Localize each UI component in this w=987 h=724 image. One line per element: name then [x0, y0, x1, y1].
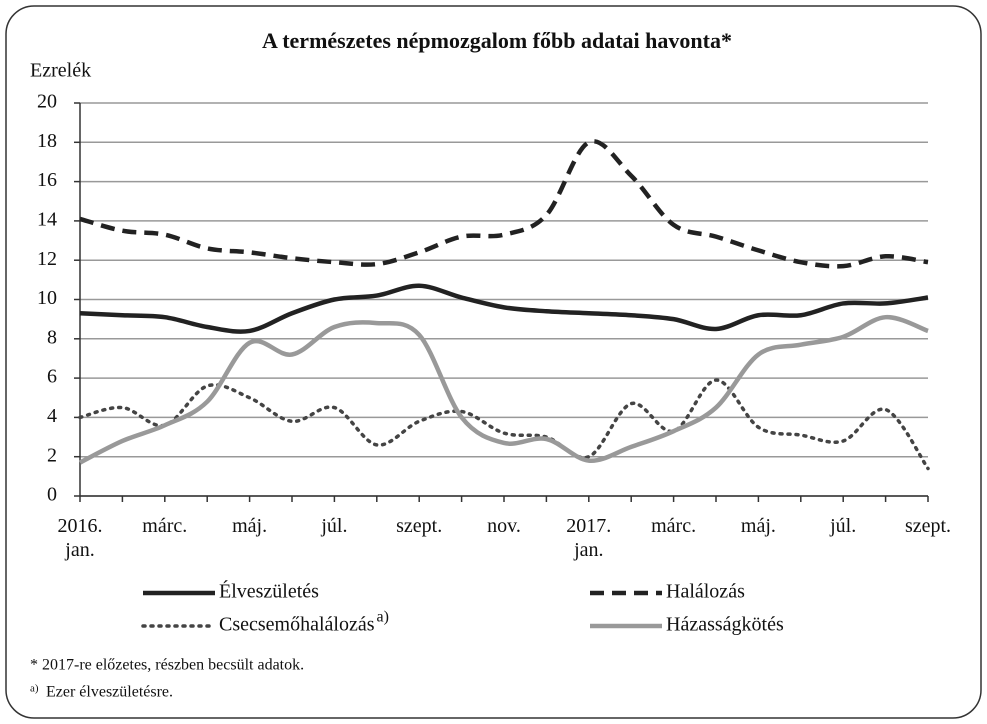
x-tick-label: szept. — [904, 515, 952, 537]
x-tick-label: máj. — [232, 515, 268, 537]
y-tick-label: 12 — [37, 248, 57, 270]
footnote-marker: a) — [30, 683, 39, 695]
x-tick-label: márc. — [651, 515, 697, 537]
y-tick-label: 20 — [37, 91, 57, 113]
footnote: * 2017-re előzetes, részben becsült adat… — [30, 657, 304, 674]
legend-label: Halálozás — [666, 581, 745, 603]
y-axis-label: Ezrelék — [30, 60, 91, 82]
y-tick-label: 14 — [37, 208, 57, 230]
legend-label: Házasságkötés — [666, 614, 784, 636]
y-tick-label: 16 — [37, 169, 57, 191]
x-tick-label: júl. — [321, 515, 348, 537]
y-tick-label: 6 — [47, 366, 57, 388]
x-tick-label: márc. — [142, 515, 188, 537]
y-tick-label: 18 — [37, 130, 57, 152]
y-tick-label: 8 — [47, 326, 57, 348]
y-tick-label: 0 — [47, 484, 57, 506]
x-tick-label: 2016. jan. — [57, 515, 103, 561]
series-line — [78, 314, 929, 465]
legend-label: Csecsemőhalálozás — [219, 614, 375, 636]
footnote: Ezer élveszületésre. — [46, 684, 173, 701]
legend-label: Élveszületés — [219, 580, 319, 603]
y-tick-label: 10 — [37, 287, 57, 309]
y-tick-label: 2 — [47, 444, 57, 466]
series-line — [79, 283, 929, 334]
series-line — [79, 139, 929, 269]
x-tick-label: nov. — [487, 515, 521, 537]
chart-title: A természetes népmozgalom főbb adatai ha… — [262, 28, 732, 53]
x-tick-label: 2017. jan. — [566, 515, 612, 561]
y-tick-label: 4 — [47, 405, 57, 427]
frame — [5, 5, 982, 719]
series-line — [78, 378, 930, 471]
x-tick-label: szept. — [396, 515, 443, 537]
legend-note: a) — [377, 609, 389, 626]
x-tick-label: júl. — [830, 515, 857, 537]
x-tick-label: máj. — [740, 515, 776, 537]
